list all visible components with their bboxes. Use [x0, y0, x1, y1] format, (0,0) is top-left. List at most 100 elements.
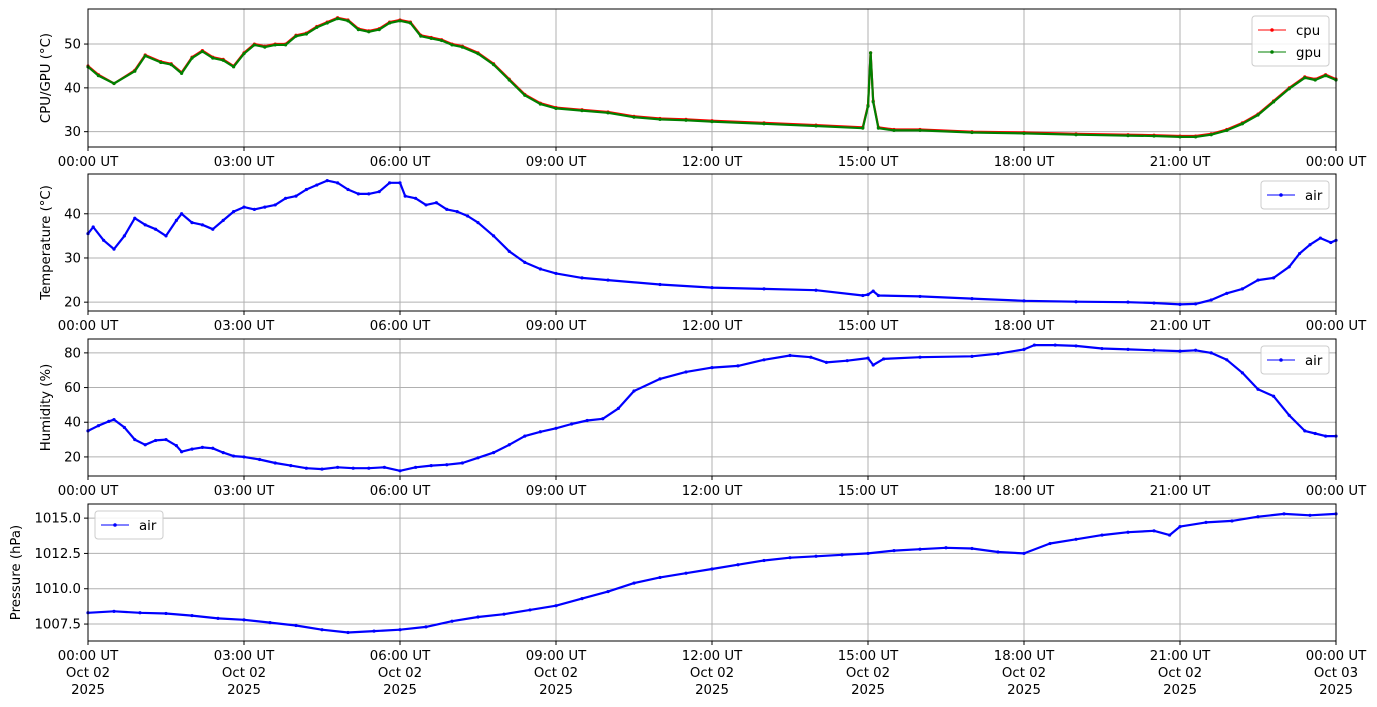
- data-point-air: [944, 546, 948, 550]
- data-point-air: [315, 183, 319, 187]
- data-point-air: [102, 238, 106, 242]
- data-point-air: [632, 581, 636, 585]
- data-point-gpu: [211, 56, 215, 60]
- data-point-air: [367, 192, 371, 196]
- data-point-air: [523, 260, 527, 264]
- data-point-gpu: [190, 56, 194, 60]
- data-point-air: [1287, 265, 1291, 269]
- data-point-gpu: [476, 52, 480, 56]
- data-point-air: [133, 216, 137, 220]
- data-point-air: [762, 287, 766, 291]
- x-tick-label: 12:00 UT: [682, 319, 743, 334]
- data-point-gpu: [523, 93, 527, 97]
- data-point-air: [1022, 299, 1026, 303]
- data-point-air: [216, 616, 220, 621]
- x-tick-label: 18:00 UT: [994, 155, 1055, 170]
- data-point-gpu: [346, 19, 350, 23]
- data-point-air: [1048, 541, 1052, 546]
- data-point-gpu: [866, 104, 870, 108]
- x-tick-label: 00:00 UT: [1306, 484, 1367, 499]
- data-point-gpu: [1272, 100, 1276, 104]
- data-point-gpu: [419, 34, 423, 38]
- data-point-air: [861, 293, 865, 298]
- data-point-gpu: [1074, 133, 1078, 137]
- data-point-air: [107, 419, 111, 423]
- data-point-air: [570, 422, 574, 426]
- data-point-gpu: [492, 63, 496, 67]
- data-point-gpu: [252, 43, 256, 47]
- data-point-air: [580, 276, 584, 280]
- data-point-air: [325, 179, 329, 183]
- x-tick-label: 06:00 UT Oct 02 2025: [370, 649, 431, 698]
- data-point-gpu: [1022, 131, 1026, 136]
- data-point-air: [190, 447, 194, 451]
- data-point-gpu: [284, 43, 288, 47]
- data-point-air: [970, 354, 974, 358]
- series-line-air: [87, 512, 1337, 634]
- data-point-air: [320, 467, 324, 471]
- data-point-gpu: [367, 30, 371, 34]
- data-point-air: [1194, 302, 1198, 306]
- data-point-air: [871, 363, 875, 367]
- data-point-air: [970, 297, 974, 301]
- data-point-gpu: [507, 78, 511, 82]
- data-point-air: [211, 446, 215, 450]
- data-point-gpu: [1313, 78, 1317, 82]
- data-point-gpu: [970, 130, 974, 135]
- data-point-gpu: [1126, 134, 1130, 138]
- data-point-gpu: [871, 100, 875, 104]
- data-point-air: [658, 282, 662, 287]
- data-point-gpu: [336, 17, 340, 21]
- legend: air: [1260, 180, 1330, 210]
- data-point-air: [398, 181, 402, 185]
- data-point-air: [866, 356, 870, 360]
- data-point-air: [996, 550, 1000, 554]
- data-point-air: [273, 203, 277, 207]
- y-tick-label: 1010.0: [34, 582, 81, 597]
- x-tick-label: 09:00 UT: [526, 484, 587, 499]
- data-point-gpu: [232, 65, 236, 69]
- data-point-air: [455, 209, 459, 214]
- data-point-air: [1272, 394, 1276, 398]
- data-point-air: [1100, 533, 1104, 537]
- data-point-air: [523, 434, 527, 438]
- data-point-gpu: [1303, 76, 1307, 80]
- data-point-air: [112, 609, 116, 613]
- data-point-air: [232, 209, 236, 214]
- data-point-air: [180, 212, 184, 216]
- data-point-air: [294, 194, 298, 198]
- data-point-air: [398, 469, 402, 473]
- data-point-air: [866, 551, 870, 556]
- data-point-air: [190, 613, 194, 618]
- data-point-gpu: [658, 117, 662, 121]
- data-point-air: [320, 628, 324, 632]
- data-point-air: [1287, 413, 1291, 417]
- data-point-air: [424, 203, 428, 207]
- data-point-air: [304, 187, 308, 192]
- data-point-air: [507, 443, 511, 447]
- data-point-air: [154, 438, 158, 443]
- data-point-air: [1272, 276, 1276, 280]
- data-point-air: [1329, 240, 1333, 245]
- data-point-gpu: [538, 102, 543, 106]
- data-point-air: [762, 358, 766, 362]
- y-tick-label: 1012.5: [34, 547, 81, 562]
- data-point-air: [164, 437, 168, 442]
- data-point-air: [1074, 344, 1078, 348]
- data-point-air: [1178, 349, 1182, 353]
- data-point-gpu: [388, 21, 392, 25]
- data-point-gpu: [440, 38, 444, 43]
- data-point-air: [434, 201, 438, 205]
- data-point-gpu: [918, 128, 922, 132]
- data-point-air: [1209, 351, 1213, 355]
- data-point-air: [1022, 347, 1026, 352]
- data-point-air: [528, 608, 532, 612]
- data-point-air: [1308, 243, 1312, 247]
- data-point-gpu: [304, 32, 308, 36]
- chart-panel-3: 00:00 UT 03:00 UT 06:00 UT 09:00 UT 12:00 UT…: [39, 338, 1367, 499]
- x-tick-label: 15:00 UT: [838, 484, 899, 499]
- data-point-air: [1053, 343, 1057, 347]
- y-tick-label: 20: [64, 450, 81, 465]
- data-point-air: [970, 546, 974, 551]
- data-point-gpu: [1240, 122, 1244, 126]
